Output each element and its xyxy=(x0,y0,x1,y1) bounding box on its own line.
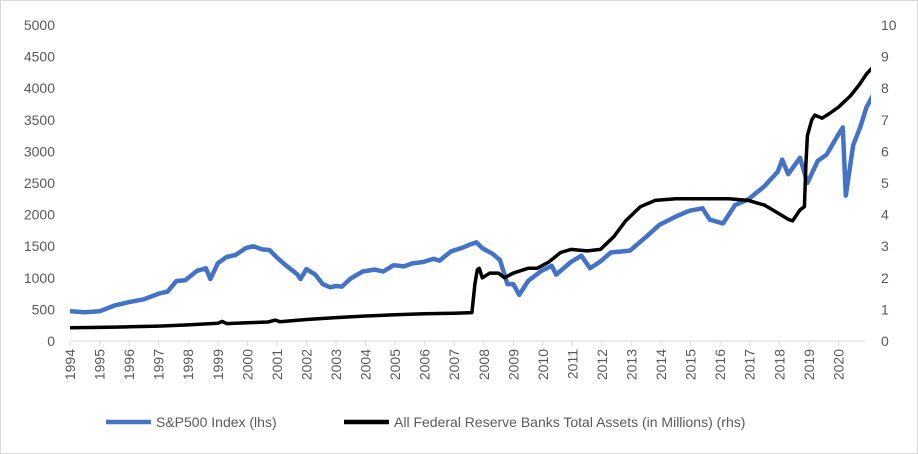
left-tick-label: 4000 xyxy=(24,80,55,96)
legend-label-2: All Federal Reserve Banks Total Assets (… xyxy=(394,414,745,430)
x-tick-label: 2005 xyxy=(387,349,403,380)
x-tick-label: 2013 xyxy=(624,349,640,380)
x-tick-label: 2020 xyxy=(830,349,846,380)
x-axis-ticks: 1994 1995 1996 1997 1998 1999 2000 2001 2002 2003… xyxy=(62,341,846,380)
left-tick-label: 2500 xyxy=(24,175,55,191)
right-tick-label: 10 xyxy=(881,17,897,33)
x-tick-label: 1995 xyxy=(92,349,108,380)
series-line-2 xyxy=(70,66,871,330)
legend: S&P500 Index (lhs) All Federal Reserve Ba… xyxy=(106,414,745,430)
x-tick-label: 2019 xyxy=(801,349,817,380)
x-tick-label: 2012 xyxy=(594,349,610,380)
left-tick-label: 0 xyxy=(47,333,55,349)
left-tick-label: 4500 xyxy=(24,49,55,65)
right-tick-label: 4 xyxy=(881,207,889,223)
right-tick-label: 8 xyxy=(881,80,889,96)
x-tick-label: 2009 xyxy=(505,349,521,380)
legend-label-1: S&P500 Index (lhs) xyxy=(156,414,277,430)
right-tick-label: 7 xyxy=(881,112,889,128)
x-tick-label: 1997 xyxy=(151,349,167,380)
x-tick-label: 2016 xyxy=(712,349,728,380)
series-layer xyxy=(70,66,871,330)
left-tick-label: 3000 xyxy=(24,143,55,159)
x-tick-label: 2011 xyxy=(564,349,580,379)
left-tick-label: 2000 xyxy=(24,207,55,223)
left-tick-label: 500 xyxy=(32,301,56,317)
x-tick-label: 2007 xyxy=(446,349,462,380)
right-tick-label: 6 xyxy=(881,143,889,159)
x-tick-label: 2014 xyxy=(653,349,669,380)
x-tick-label: 2004 xyxy=(358,349,374,380)
x-tick-label: 1999 xyxy=(210,349,226,380)
series-line-1 xyxy=(70,94,871,315)
x-tick-label: 2001 xyxy=(269,349,285,380)
right-axis-ticks: 0 1 2 3 4 5 6 7 8 9 10 xyxy=(881,17,897,349)
right-tick-label: 1 xyxy=(881,301,889,317)
left-tick-label: 1000 xyxy=(24,270,55,286)
x-tick-label: 2010 xyxy=(535,349,551,380)
left-axis-ticks: 0 500 1000 1500 2000 2500 3000 3500 4000 4500 5000 xyxy=(24,17,55,349)
right-tick-label: 0 xyxy=(881,333,889,349)
x-tick-label: 2002 xyxy=(298,349,314,380)
x-tick-label: 2006 xyxy=(417,349,433,380)
x-tick-label: 1998 xyxy=(180,349,196,380)
left-tick-label: 5000 xyxy=(24,17,55,33)
right-tick-label: 2 xyxy=(881,270,889,286)
x-tick-label: 2008 xyxy=(476,349,492,380)
right-tick-label: 9 xyxy=(881,49,889,65)
x-tick-label: 2003 xyxy=(328,349,344,380)
x-tick-label: 2015 xyxy=(683,349,699,380)
left-tick-label: 1500 xyxy=(24,238,55,254)
right-tick-label: 5 xyxy=(881,175,889,191)
x-tick-label: 1994 xyxy=(62,349,78,380)
x-tick-label: 2018 xyxy=(771,349,787,380)
left-tick-label: 3500 xyxy=(24,112,55,128)
right-tick-label: 3 xyxy=(881,238,889,254)
x-tick-label: 2017 xyxy=(742,349,758,380)
x-tick-label: 2000 xyxy=(239,349,255,380)
x-tick-label: 1996 xyxy=(121,349,137,380)
